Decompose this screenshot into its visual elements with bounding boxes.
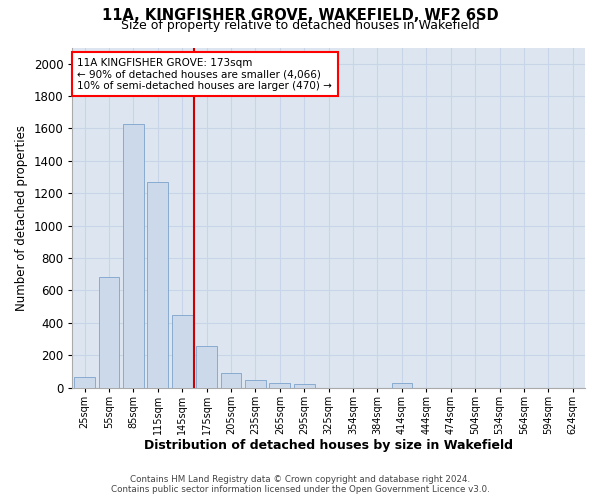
Text: 11A KINGFISHER GROVE: 173sqm
← 90% of detached houses are smaller (4,066)
10% of: 11A KINGFISHER GROVE: 173sqm ← 90% of de… [77, 58, 332, 91]
X-axis label: Distribution of detached houses by size in Wakefield: Distribution of detached houses by size … [144, 440, 513, 452]
Bar [392, 383, 412, 388]
Bar [294, 384, 314, 388]
Text: Size of property relative to detached houses in Wakefield: Size of property relative to detached ho… [121, 19, 479, 32]
Bar [221, 373, 241, 388]
Bar [123, 124, 144, 388]
Bar [98, 278, 119, 388]
Text: Contains HM Land Registry data © Crown copyright and database right 2024.
Contai: Contains HM Land Registry data © Crown c… [110, 474, 490, 494]
Text: 11A, KINGFISHER GROVE, WAKEFIELD, WF2 6SD: 11A, KINGFISHER GROVE, WAKEFIELD, WF2 6S… [101, 8, 499, 22]
Bar [269, 383, 290, 388]
Bar [245, 380, 266, 388]
Bar [196, 346, 217, 388]
Bar [148, 182, 168, 388]
Bar [74, 377, 95, 388]
Bar [172, 314, 193, 388]
Y-axis label: Number of detached properties: Number of detached properties [15, 124, 28, 310]
